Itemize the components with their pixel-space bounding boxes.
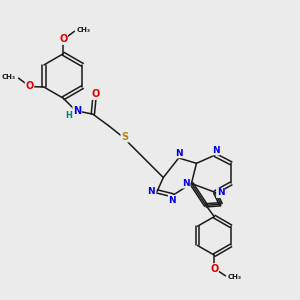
Text: CH₃: CH₃ xyxy=(227,274,242,280)
Text: N: N xyxy=(217,188,224,197)
Text: H: H xyxy=(66,112,73,121)
Text: S: S xyxy=(121,132,128,142)
Text: O: O xyxy=(91,89,99,99)
Text: O: O xyxy=(210,264,218,274)
Text: N: N xyxy=(212,146,220,155)
Text: N: N xyxy=(182,179,190,188)
Text: N: N xyxy=(175,149,182,158)
Text: CH₃: CH₃ xyxy=(2,74,16,80)
Text: O: O xyxy=(26,82,34,92)
Text: O: O xyxy=(59,34,68,44)
Text: S: S xyxy=(121,132,128,142)
Text: CH₃: CH₃ xyxy=(76,27,90,33)
Text: N: N xyxy=(147,187,155,196)
Text: N: N xyxy=(73,106,81,116)
Text: N: N xyxy=(168,196,176,205)
